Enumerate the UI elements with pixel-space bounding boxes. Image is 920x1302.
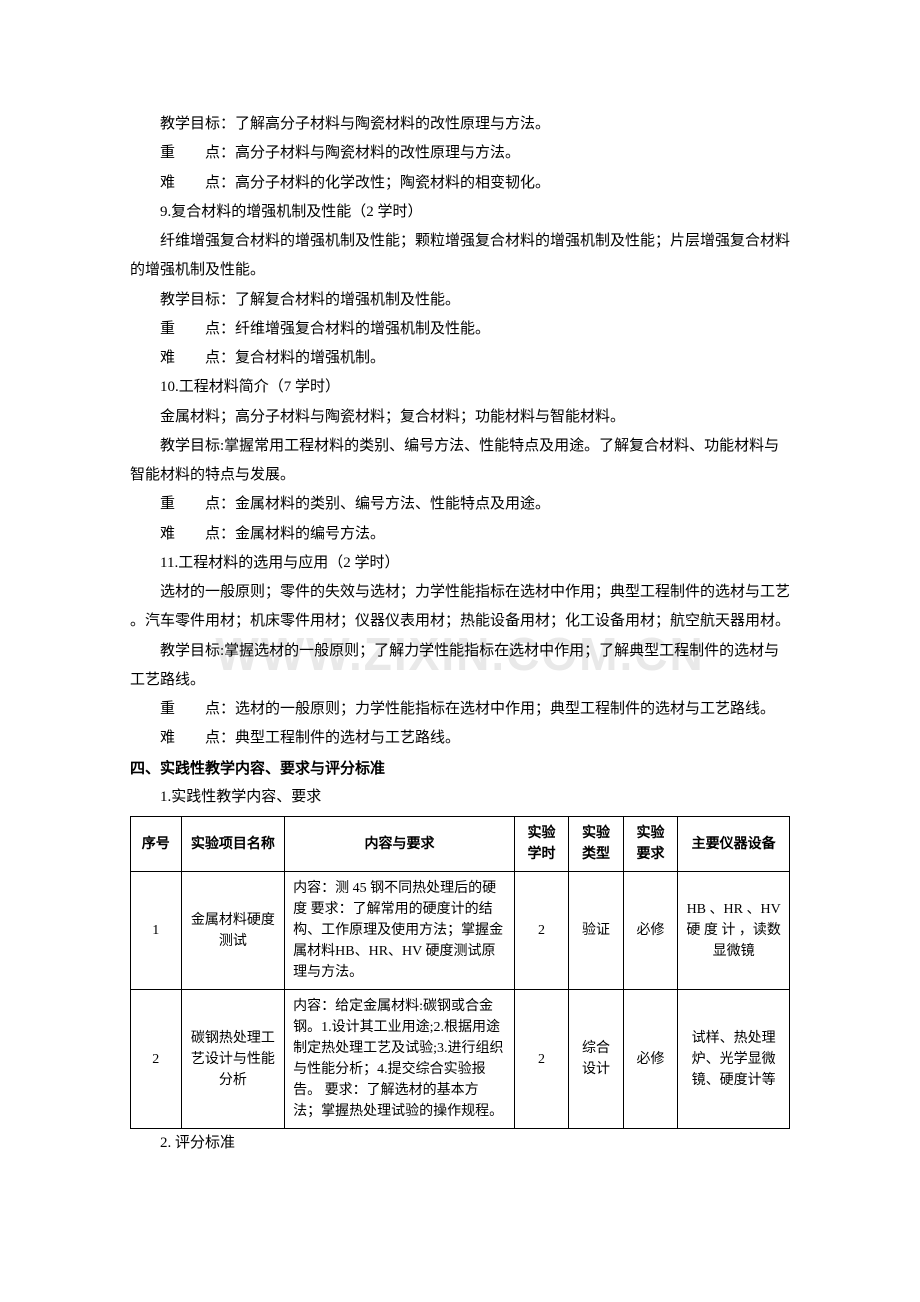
label: 难: [160, 175, 175, 191]
table-cell: 内容：给定金属材料:碳钢或合金钢。1.设计其工业用途;2.根据用途制定热处理工艺…: [285, 990, 515, 1129]
table-cell: 必修: [623, 990, 677, 1129]
table-cell: 1: [131, 872, 182, 990]
table-header: 主要仪器设备: [678, 817, 790, 872]
table-header-row: 序号 实验项目名称 内容与要求 实验学时 实验类型 实验要求 主要仪器设备: [131, 817, 790, 872]
paragraph: 10.工程材料简介（7 学时）: [130, 373, 790, 402]
label: 难: [160, 526, 175, 542]
paragraph: 11.工程材料的选用与应用（2 学时）: [130, 549, 790, 578]
paragraph: 教学目标:掌握选材的一般原则；了解力学性能指标在选材中作用；了解典型工程制件的选…: [130, 637, 790, 696]
text: 点：金属材料的类别、编号方法、性能特点及用途。: [205, 496, 550, 512]
subsection-heading: 2. 评分标准: [130, 1129, 790, 1158]
table-row: 2 碳钢热处理工艺设计与性能分析 内容：给定金属材料:碳钢或合金钢。1.设计其工…: [131, 990, 790, 1129]
paragraph: 重 点：高分子材料与陶瓷材料的改性原理与方法。: [130, 139, 790, 168]
paragraph: 9.复合材料的增强机制及性能（2 学时）: [130, 198, 790, 227]
text: 点：金属材料的编号方法。: [205, 526, 385, 542]
table-cell: 必修: [623, 872, 677, 990]
paragraph: 重 点：纤维增强复合材料的增强机制及性能。: [130, 315, 790, 344]
table-cell: 试样、热处理炉、光学显微镜、硬度计等: [678, 990, 790, 1129]
table-cell: 碳钢热处理工艺设计与性能分析: [181, 990, 285, 1129]
paragraph: 难 点：高分子材料的化学改性；陶瓷材料的相变韧化。: [130, 169, 790, 198]
paragraph: 难 点：复合材料的增强机制。: [130, 344, 790, 373]
document-page: WWW.ZIXIN.COM.CN 教学目标：了解高分子材料与陶瓷材料的改性原理与…: [0, 0, 920, 1218]
table-cell: 2: [514, 872, 568, 990]
paragraph: 难 点：典型工程制件的选材与工艺路线。: [130, 724, 790, 753]
table-header: 实验项目名称: [181, 817, 285, 872]
table-cell: 2: [131, 990, 182, 1129]
paragraph: 教学目标：了解复合材料的增强机制及性能。: [130, 286, 790, 315]
section-heading: 四、实践性教学内容、要求与评分标准: [130, 754, 790, 783]
table-header: 实验类型: [569, 817, 623, 872]
paragraph: 金属材料；高分子材料与陶瓷材料；复合材料；功能材料与智能材料。: [130, 403, 790, 432]
paragraph: 难 点：金属材料的编号方法。: [130, 520, 790, 549]
paragraph: 纤维增强复合材料的增强机制及性能；颗粒增强复合材料的增强机制及性能；片层增强复合…: [130, 227, 790, 286]
table-header: 序号: [131, 817, 182, 872]
paragraph: 教学目标:掌握常用工程材料的类别、编号方法、性能特点及用途。了解复合材料、功能材…: [130, 432, 790, 491]
table-cell: 验证: [569, 872, 623, 990]
experiment-table: 序号 实验项目名称 内容与要求 实验学时 实验类型 实验要求 主要仪器设备 1 …: [130, 816, 790, 1129]
text: 点：复合材料的增强机制。: [205, 350, 385, 366]
table-header: 实验要求: [623, 817, 677, 872]
paragraph: 重 点：选材的一般原则；力学性能指标在选材中作用；典型工程制件的选材与工艺路线。: [130, 695, 790, 724]
table-row: 1 金属材料硬度测试 内容：测 45 钢不同热处理后的硬度 要求：了解常用的硬度…: [131, 872, 790, 990]
text: 点：高分子材料与陶瓷材料的改性原理与方法。: [205, 145, 520, 161]
table-cell: HB 、HR 、HV 硬 度 计 ，读数显微镜: [678, 872, 790, 990]
table-header: 内容与要求: [285, 817, 515, 872]
subsection-heading: 1.实践性教学内容、要求: [130, 783, 790, 812]
table-cell: 内容：测 45 钢不同热处理后的硬度 要求：了解常用的硬度计的结构、工作原理及使…: [285, 872, 515, 990]
table-cell: 综合设计: [569, 990, 623, 1129]
table-header: 实验学时: [514, 817, 568, 872]
text: 点：选材的一般原则；力学性能指标在选材中作用；典型工程制件的选材与工艺路线。: [205, 701, 775, 717]
paragraph: 选材的一般原则；零件的失效与选材；力学性能指标在选材中作用；典型工程制件的选材与…: [130, 578, 790, 637]
paragraph: 重 点：金属材料的类别、编号方法、性能特点及用途。: [130, 490, 790, 519]
label: 重: [160, 701, 175, 717]
label: 重: [160, 145, 175, 161]
text: 点：典型工程制件的选材与工艺路线。: [205, 730, 460, 746]
text: 点：纤维增强复合材料的增强机制及性能。: [205, 321, 490, 337]
label: 难: [160, 730, 175, 746]
table-cell: 2: [514, 990, 568, 1129]
label: 重: [160, 321, 175, 337]
paragraph: 教学目标：了解高分子材料与陶瓷材料的改性原理与方法。: [130, 110, 790, 139]
table-cell: 金属材料硬度测试: [181, 872, 285, 990]
label: 重: [160, 496, 175, 512]
label: 难: [160, 350, 175, 366]
text: 点：高分子材料的化学改性；陶瓷材料的相变韧化。: [205, 175, 550, 191]
content-layer: 教学目标：了解高分子材料与陶瓷材料的改性原理与方法。 重 点：高分子材料与陶瓷材…: [130, 110, 790, 1158]
